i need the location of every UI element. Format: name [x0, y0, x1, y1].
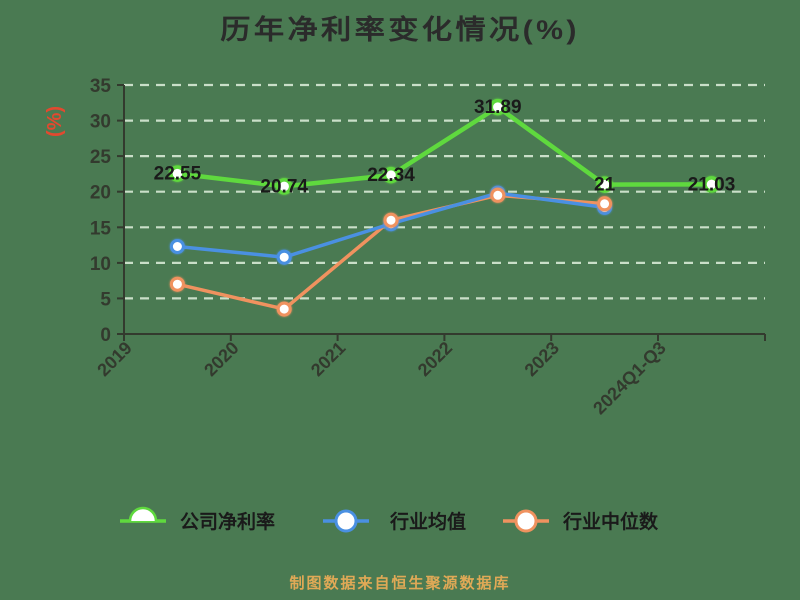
svg-text:20.74: 20.74	[260, 176, 308, 197]
svg-text:21.03: 21.03	[688, 174, 736, 195]
svg-text:2024Q1-Q3: 2024Q1-Q3	[589, 338, 670, 419]
svg-text:0: 0	[100, 325, 111, 346]
svg-text:21: 21	[594, 175, 616, 196]
svg-text:20: 20	[90, 183, 111, 204]
svg-text:31.89: 31.89	[474, 97, 522, 118]
svg-text:15: 15	[90, 218, 112, 239]
svg-text:30: 30	[90, 112, 111, 133]
svg-text:2022: 2022	[414, 338, 456, 380]
svg-text:2021: 2021	[307, 338, 349, 380]
svg-text:行业均值: 行业均值	[389, 510, 466, 533]
svg-text:22.55: 22.55	[154, 164, 202, 185]
svg-text:公司净利率: 公司净利率	[180, 510, 275, 533]
svg-text:行业中位数: 行业中位数	[562, 510, 659, 533]
svg-text:2020: 2020	[200, 338, 242, 380]
svg-text:22.34: 22.34	[367, 165, 415, 186]
svg-text:25: 25	[90, 147, 112, 168]
svg-text:5: 5	[100, 289, 111, 310]
svg-text:35: 35	[90, 76, 112, 97]
svg-text:2023: 2023	[521, 338, 563, 380]
svg-text:10: 10	[90, 254, 111, 275]
